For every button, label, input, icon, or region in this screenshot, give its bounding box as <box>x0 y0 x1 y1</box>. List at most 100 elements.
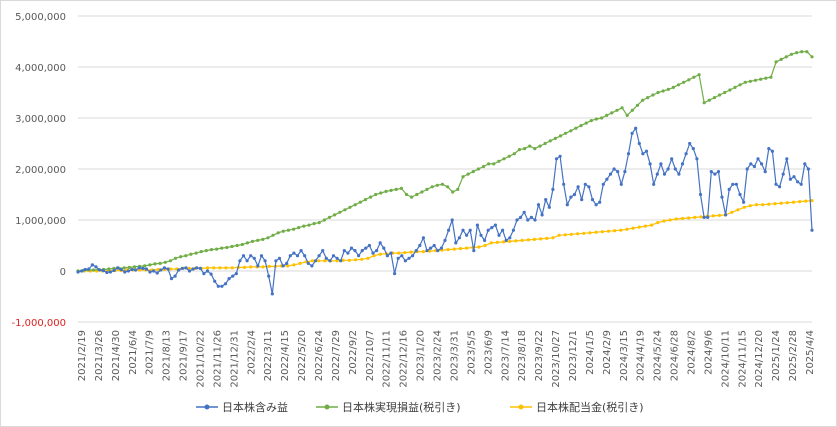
data-point-unrealized <box>583 182 587 186</box>
data-point-unrealized <box>98 268 102 272</box>
data-point-unrealized <box>421 236 425 240</box>
data-point-unrealized <box>87 267 91 271</box>
data-point-realized <box>286 228 290 232</box>
data-point-realized <box>676 83 681 87</box>
data-point-unrealized <box>673 167 677 171</box>
data-point-realized <box>168 259 172 263</box>
data-point-dividend <box>205 266 210 270</box>
legend-label-realized: 日本株実現損益(税引き) <box>342 400 461 414</box>
data-point-unrealized <box>662 172 667 176</box>
x-tick-label: 2024/5/24 <box>653 330 664 381</box>
data-point-realized <box>712 96 717 100</box>
data-point-realized <box>250 239 255 243</box>
series-layer <box>76 50 814 296</box>
data-point-dividend <box>656 221 660 225</box>
data-point-unrealized <box>598 200 602 204</box>
data-point-dividend <box>218 266 222 270</box>
data-point-realized <box>327 215 332 219</box>
data-point-dividend <box>539 237 543 241</box>
data-point-realized <box>194 251 198 255</box>
data-point-dividend <box>767 202 771 206</box>
data-point-dividend <box>286 264 290 268</box>
data-point-realized <box>759 77 763 81</box>
data-point-unrealized <box>411 254 415 258</box>
data-point-unrealized <box>331 254 336 258</box>
data-point-realized <box>91 268 95 272</box>
series-realized <box>76 50 814 273</box>
data-point-realized <box>682 80 686 84</box>
x-tick-label: 2024/9/6 <box>703 330 714 375</box>
data-point-unrealized <box>317 254 321 258</box>
data-point-unrealized <box>187 269 192 273</box>
x-tick-label: 2023/10/27 <box>551 330 562 388</box>
data-point-realized <box>476 167 480 171</box>
data-point-unrealized <box>407 256 411 260</box>
data-point-realized <box>733 85 737 89</box>
x-tick-label: 2022/3/11 <box>263 330 274 381</box>
data-point-realized <box>363 198 367 202</box>
data-point-unrealized <box>436 249 440 253</box>
data-point-unrealized <box>148 270 152 274</box>
data-point-unrealized <box>292 251 296 255</box>
data-point-unrealized <box>123 270 127 274</box>
data-point-realized <box>743 80 747 84</box>
x-tick-label: 2023/5/5 <box>466 330 477 375</box>
data-point-unrealized <box>515 218 519 222</box>
data-point-unrealized <box>493 223 497 227</box>
data-point-unrealized <box>80 269 84 273</box>
data-point-unrealized <box>670 157 674 161</box>
data-point-realized <box>348 205 352 209</box>
legend-label-unrealized: 日本株含み益 <box>222 400 288 414</box>
data-point-dividend <box>557 233 561 237</box>
x-tick-label: 2025/2/28 <box>788 330 799 381</box>
data-point-dividend <box>613 229 617 233</box>
data-point-unrealized <box>429 246 433 250</box>
data-point-dividend <box>323 259 327 263</box>
data-point-unrealized <box>551 187 555 191</box>
grid <box>78 15 812 323</box>
data-point-realized <box>322 218 326 222</box>
data-point-realized <box>574 126 578 130</box>
data-point-unrealized <box>742 200 746 204</box>
x-tick-label: 2021/4/30 <box>111 330 122 381</box>
data-point-unrealized <box>76 270 80 274</box>
data-point-unrealized <box>781 172 785 176</box>
data-point-unrealized <box>630 131 634 135</box>
data-point-unrealized <box>501 228 505 232</box>
legend-marker-dividend <box>518 404 524 410</box>
data-point-realized <box>399 186 403 190</box>
data-point-unrealized <box>259 254 264 258</box>
data-point-dividend <box>458 247 462 251</box>
data-point-dividend <box>804 199 808 203</box>
data-point-realized <box>748 79 753 83</box>
x-tick-label: 2022/2/4 <box>246 330 257 375</box>
data-point-dividend <box>779 201 783 205</box>
data-point-realized <box>343 208 347 212</box>
data-point-unrealized <box>536 203 541 207</box>
data-point-realized <box>189 252 193 256</box>
data-point-unrealized <box>349 246 354 250</box>
y-tick-label: 1,000,000 <box>15 216 66 227</box>
data-point-unrealized <box>483 238 487 242</box>
data-point-unrealized <box>162 266 166 270</box>
data-point-realized <box>579 124 583 128</box>
data-point-unrealized <box>486 228 490 232</box>
x-tick-label: 2023/6/9 <box>483 330 494 375</box>
data-point-dividend <box>465 246 469 250</box>
data-point-unrealized <box>587 185 591 189</box>
data-point-realized <box>446 185 450 189</box>
data-point-unrealized <box>792 175 796 179</box>
data-point-unrealized <box>303 254 307 258</box>
data-point-unrealized <box>180 266 184 270</box>
data-point-realized <box>630 108 634 112</box>
data-point-realized <box>107 267 111 271</box>
data-point-dividend <box>699 215 703 219</box>
data-point-dividend <box>619 228 623 232</box>
x-tick-label: 2022/4/15 <box>280 330 291 381</box>
data-point-dividend <box>452 247 456 251</box>
data-point-realized <box>204 249 208 253</box>
data-point-unrealized <box>547 205 551 209</box>
data-point-unrealized <box>378 241 382 245</box>
x-tick-label: 2023/3/31 <box>449 330 460 381</box>
